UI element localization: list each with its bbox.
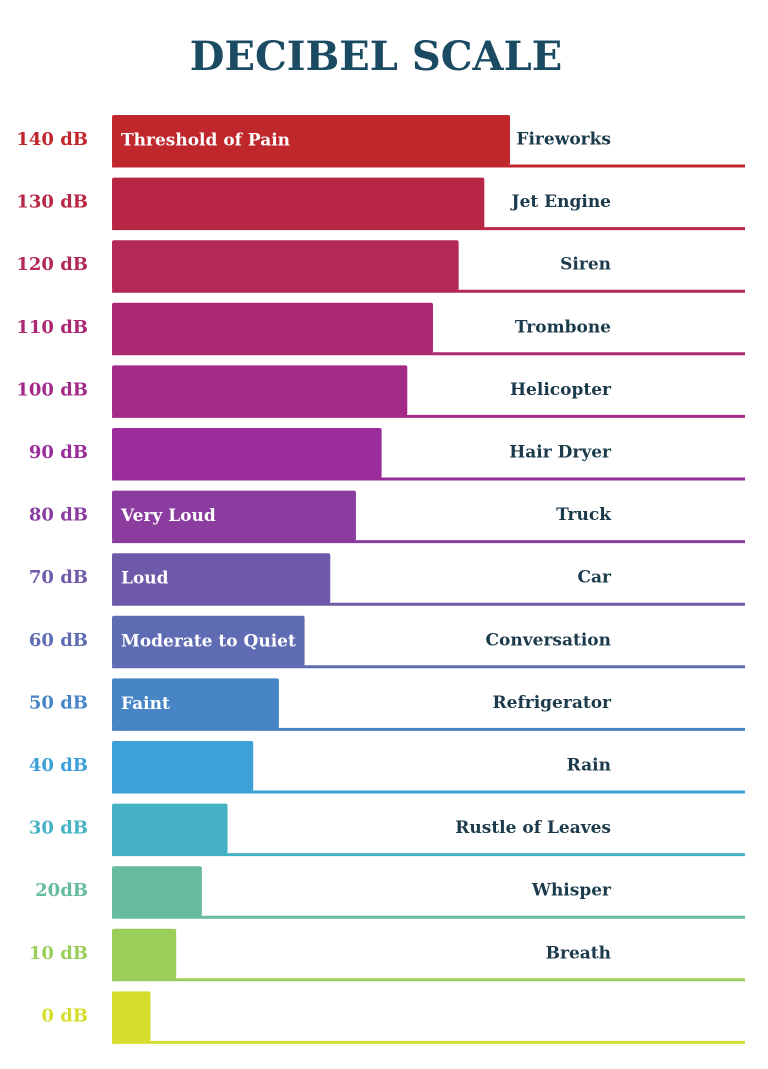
bar: [112, 240, 459, 291]
bar-label: Faint: [121, 694, 170, 714]
source-label: Truck: [556, 505, 612, 525]
bar: [112, 365, 408, 416]
bar: [112, 678, 279, 729]
bar: [112, 553, 331, 604]
category-label: 80 dB: [29, 505, 88, 526]
category-label: 120 dB: [16, 254, 88, 275]
source-label: Jet Engine: [510, 192, 612, 212]
category-label: 30 dB: [29, 818, 88, 839]
source-label: Breath: [546, 943, 611, 963]
source-label: Rain: [567, 756, 611, 776]
bar: [112, 115, 510, 165]
category-label: 70 dB: [29, 567, 88, 588]
source-label: Conversation: [486, 630, 611, 650]
bar-label: Very Loud: [120, 506, 216, 526]
bar: [112, 928, 177, 979]
bar: [112, 302, 433, 353]
category-label: 20dB: [35, 880, 88, 901]
category-label: 10 dB: [29, 943, 88, 964]
source-label: Fireworks: [516, 130, 611, 150]
bar-label: Threshold of Pain: [121, 131, 290, 151]
source-label: Car: [577, 568, 612, 588]
bar: [112, 866, 202, 917]
chart-title: DECIBEL SCALE: [190, 33, 562, 80]
category-label: 40 dB: [29, 755, 88, 776]
bar: [112, 615, 305, 666]
bar-label: Loud: [121, 569, 169, 589]
source-label: Rustle of Leaves: [455, 818, 611, 838]
category-label: 60 dB: [29, 630, 88, 651]
bar: [112, 490, 356, 541]
bar: [112, 428, 382, 478]
bar: [112, 803, 228, 854]
category-label: 100 dB: [16, 379, 88, 400]
category-label: 140 dB: [16, 129, 88, 150]
bar: [112, 741, 254, 791]
category-label: 130 dB: [16, 192, 88, 213]
source-label: Hair Dryer: [509, 443, 612, 463]
source-label: Siren: [560, 255, 611, 275]
source-label: Trombone: [515, 317, 611, 337]
source-label: Whisper: [531, 881, 612, 901]
category-label: 90 dB: [29, 442, 88, 463]
category-label: 110 dB: [16, 317, 88, 338]
bar: [112, 177, 485, 228]
bar: [112, 991, 151, 1042]
source-label: Helicopter: [510, 380, 612, 400]
category-label: 0 dB: [41, 1005, 88, 1026]
source-label: Refrigerator: [493, 693, 613, 713]
category-label: 50 dB: [29, 692, 88, 713]
bar-label: Moderate to Quiet: [121, 631, 296, 651]
